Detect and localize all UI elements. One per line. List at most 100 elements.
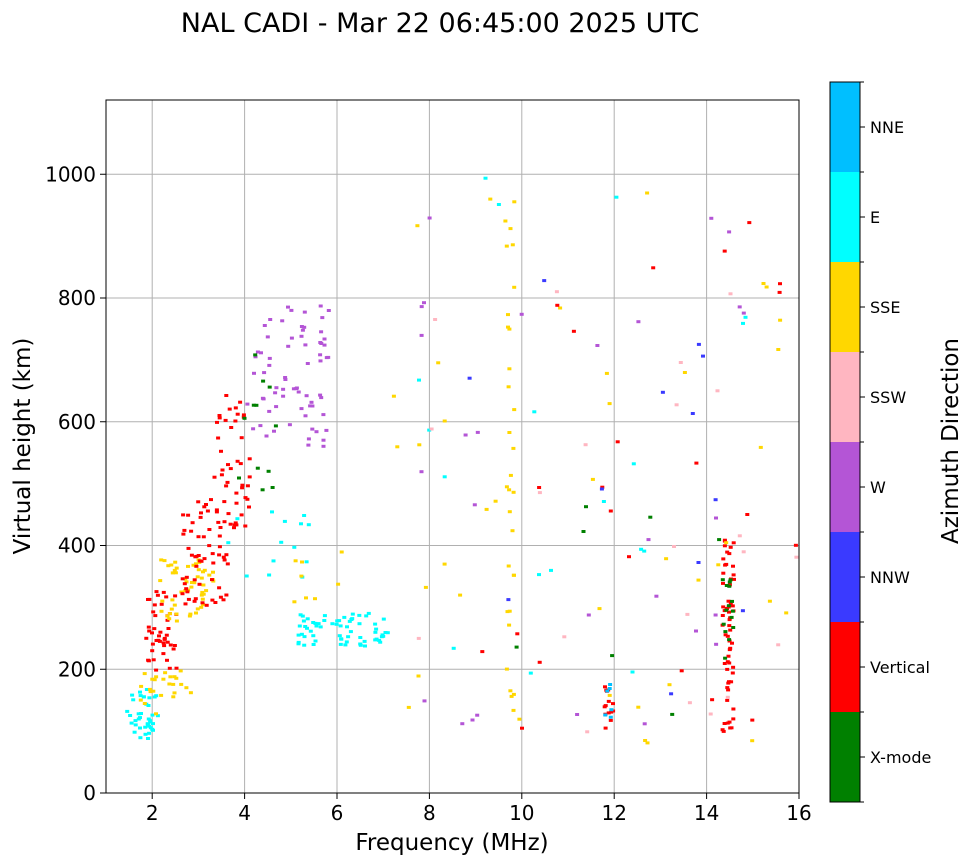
data-point: [199, 511, 203, 515]
data-point: [300, 328, 305, 332]
data-point: [685, 612, 690, 616]
data-point: [338, 624, 343, 628]
data-point: [145, 722, 150, 726]
data-point: [150, 631, 154, 635]
data-point: [350, 617, 355, 621]
data-point: [595, 344, 600, 347]
data-point: [373, 630, 378, 634]
data-point: [504, 244, 509, 248]
data-point: [196, 535, 201, 539]
data-point: [238, 400, 243, 404]
data-point: [342, 615, 347, 619]
data-point: [234, 491, 239, 495]
data-point: [294, 386, 299, 390]
data-point: [603, 726, 608, 730]
data-point: [146, 598, 150, 601]
data-point: [181, 513, 186, 517]
data-point: [173, 571, 178, 575]
data-point: [254, 403, 259, 407]
data-point: [148, 687, 152, 691]
data-point: [562, 635, 567, 639]
data-point: [696, 342, 701, 346]
data-point: [296, 633, 301, 637]
data-point: [205, 509, 210, 513]
data-point: [608, 683, 613, 686]
data-point: [337, 619, 342, 623]
data-point: [731, 541, 736, 545]
data-point: [292, 600, 297, 604]
data-point: [166, 564, 171, 568]
data-point: [606, 699, 611, 703]
data-point: [339, 637, 344, 641]
data-point: [674, 403, 679, 407]
data-point: [508, 227, 513, 231]
data-point: [714, 642, 719, 646]
data-point: [694, 461, 699, 465]
data-point: [320, 316, 325, 320]
data-point: [306, 437, 311, 441]
data-point: [292, 545, 297, 549]
data-point: [216, 520, 221, 524]
data-point: [514, 645, 519, 649]
data-point: [311, 643, 316, 646]
data-point: [143, 732, 148, 736]
data-point: [664, 557, 669, 561]
data-point: [603, 713, 608, 717]
data-point: [255, 466, 260, 470]
data-point: [419, 305, 424, 309]
colorbar: X-mode Vertical NNW W SSW SSE E NNE: [829, 81, 931, 803]
data-point: [726, 654, 731, 658]
data-point: [152, 603, 157, 607]
data-point: [133, 719, 138, 723]
data-point: [152, 627, 157, 631]
data-point: [164, 595, 169, 599]
data-point: [170, 571, 175, 575]
data-point: [224, 394, 229, 397]
data-point: [251, 427, 256, 431]
data-point: [358, 636, 363, 639]
data-point: [217, 534, 222, 538]
data-point: [336, 582, 341, 586]
data-point: [262, 324, 267, 327]
data-point: [347, 619, 352, 623]
data-point: [537, 573, 541, 577]
data-point: [184, 575, 189, 579]
data-point: [507, 623, 512, 627]
data-point: [750, 718, 755, 722]
data-point: [506, 313, 510, 317]
data-point: [147, 724, 152, 728]
data-point: [505, 610, 510, 614]
data-point: [507, 367, 512, 371]
data-point: [318, 353, 323, 357]
data-point: [279, 540, 284, 544]
data-point: [173, 560, 178, 564]
data-point: [220, 468, 225, 472]
data-point: [147, 696, 152, 700]
data-point: [200, 601, 205, 605]
data-point: [222, 520, 227, 524]
data-point: [161, 590, 166, 594]
data-point: [228, 522, 233, 526]
data-point: [611, 702, 615, 706]
data-point: [645, 191, 650, 195]
data-point: [737, 305, 742, 309]
data-point: [696, 578, 701, 582]
data-point: [713, 613, 718, 617]
data-point: [167, 666, 172, 670]
data-point: [374, 627, 379, 631]
data-point: [264, 434, 269, 438]
data-point: [241, 413, 246, 417]
data-point: [731, 626, 736, 629]
data-point: [255, 350, 260, 354]
data-point: [330, 622, 335, 626]
data-point: [737, 534, 742, 538]
colorbar-tick-label: SSE: [870, 298, 900, 317]
data-point: [364, 614, 369, 618]
data-point: [237, 476, 241, 480]
data-point: [184, 587, 189, 591]
colorbar-label: Azimuth Direction: [938, 338, 964, 544]
data-point: [299, 574, 304, 578]
data-point: [373, 622, 378, 626]
data-point: [334, 622, 339, 626]
colorbar-frame: [829, 81, 861, 803]
